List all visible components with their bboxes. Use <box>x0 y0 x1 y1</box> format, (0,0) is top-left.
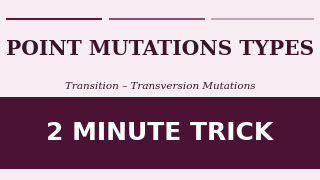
Text: POINT MUTATIONS TYPES: POINT MUTATIONS TYPES <box>6 39 314 59</box>
Text: Transition – Transversion Mutations: Transition – Transversion Mutations <box>65 82 255 91</box>
Text: 2 MINUTE TRICK: 2 MINUTE TRICK <box>46 121 274 145</box>
Bar <box>0 97 320 169</box>
